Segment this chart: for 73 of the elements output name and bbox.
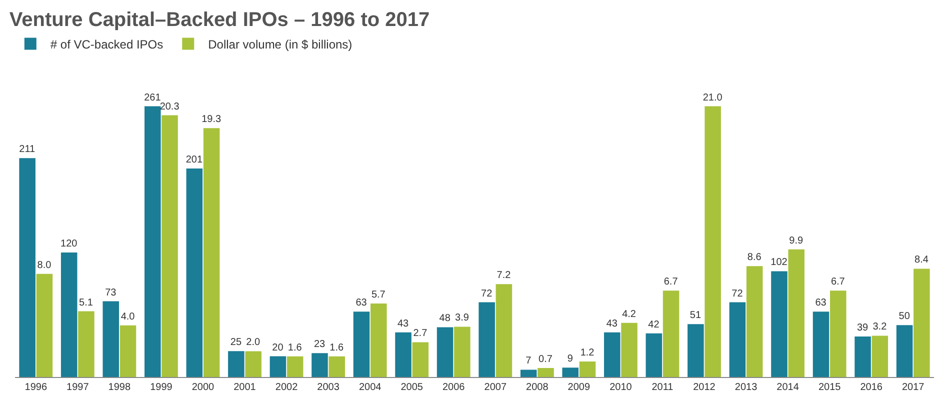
data-label: 4.2 bbox=[622, 308, 636, 320]
x-tick-label: 2015 bbox=[818, 382, 842, 393]
data-label: 43 bbox=[606, 318, 618, 330]
data-label: 8.6 bbox=[747, 252, 762, 264]
data-label: 6.7 bbox=[664, 276, 678, 288]
data-label: 201 bbox=[186, 154, 203, 166]
data-label: 20 bbox=[272, 342, 284, 354]
data-label: 72 bbox=[732, 288, 744, 300]
data-label: 3.2 bbox=[872, 322, 888, 333]
data-label: 261 bbox=[144, 92, 162, 104]
data-label: 19.3 bbox=[202, 114, 222, 126]
x-tick-label: 2008 bbox=[526, 382, 549, 393]
data-label: 5.7 bbox=[371, 290, 386, 301]
x-tick-label: 2012 bbox=[693, 382, 716, 393]
x-tick-label: 2000 bbox=[192, 382, 215, 393]
data-label: 63 bbox=[815, 298, 827, 309]
data-label: 4.0 bbox=[120, 311, 136, 322]
data-label: 6.7 bbox=[830, 276, 846, 288]
data-label: 21.0 bbox=[702, 92, 723, 104]
data-label: 48 bbox=[439, 313, 451, 324]
x-tick-label: 2007 bbox=[484, 382, 507, 393]
data-label: 7.2 bbox=[496, 270, 512, 282]
data-label: 0.7 bbox=[538, 354, 553, 365]
x-tick-label: 1996 bbox=[24, 382, 48, 393]
x-tick-label: 1997 bbox=[66, 382, 90, 393]
x-tick-label: 2010 bbox=[610, 382, 632, 393]
data-label: 23 bbox=[314, 339, 326, 350]
data-label: 2.7 bbox=[413, 328, 428, 340]
x-tick-label: 2014 bbox=[776, 382, 800, 393]
x-tick-label: 2006 bbox=[442, 382, 466, 393]
data-label: 20.3 bbox=[160, 101, 180, 112]
x-tick-label: 2011 bbox=[652, 382, 674, 393]
data-label: 1.6 bbox=[330, 342, 344, 354]
data-label: 8.0 bbox=[37, 260, 52, 271]
data-label: 120 bbox=[60, 238, 78, 250]
bar bbox=[914, 268, 930, 377]
data-label: 1.2 bbox=[580, 348, 595, 359]
x-tick-label: 1998 bbox=[108, 382, 131, 393]
data-label: 72 bbox=[481, 288, 493, 300]
x-tick-label: 2001 bbox=[234, 382, 256, 393]
data-label: 211 bbox=[19, 144, 36, 156]
data-label: 43 bbox=[397, 318, 410, 330]
data-label: 42 bbox=[648, 319, 660, 330]
x-tick-label: 2017 bbox=[902, 382, 925, 393]
data-label: 3.9 bbox=[455, 312, 470, 324]
x-tick-label: 2013 bbox=[734, 382, 758, 393]
data-label: 25 bbox=[230, 337, 242, 348]
data-label: 1.6 bbox=[288, 342, 302, 354]
x-tick-label: 2016 bbox=[860, 382, 883, 393]
x-tick-label: 1999 bbox=[150, 382, 173, 393]
data-label: 73 bbox=[105, 287, 117, 298]
data-label: 2.0 bbox=[246, 337, 260, 348]
data-label: 8.4 bbox=[914, 254, 929, 266]
data-label: 102 bbox=[770, 257, 788, 268]
x-tick-label: 2009 bbox=[568, 382, 590, 393]
chart-title: Venture Capital–Backed IPOs – 1996 to 2017 bbox=[9, 9, 430, 32]
data-label: 63 bbox=[356, 298, 368, 309]
x-tick-label: 2003 bbox=[317, 382, 340, 393]
x-tick-label: 2002 bbox=[275, 382, 298, 393]
x-tick-label: 2005 bbox=[400, 382, 424, 393]
data-label: 9 bbox=[567, 354, 574, 365]
bar bbox=[19, 158, 36, 377]
x-tick-label: 2004 bbox=[358, 382, 382, 393]
data-label: 9.9 bbox=[789, 235, 804, 246]
data-label: 7 bbox=[526, 356, 532, 367]
data-label: 50 bbox=[898, 311, 910, 322]
bar bbox=[688, 324, 704, 377]
data-label: 51 bbox=[690, 310, 702, 322]
data-label: 5.1 bbox=[79, 297, 94, 308]
legend-label: # of VC-backed IPOs bbox=[50, 37, 164, 52]
data-label: 39 bbox=[856, 322, 869, 334]
bar bbox=[704, 106, 721, 377]
legend-label: Dollar volume (in $ billions) bbox=[208, 37, 352, 52]
